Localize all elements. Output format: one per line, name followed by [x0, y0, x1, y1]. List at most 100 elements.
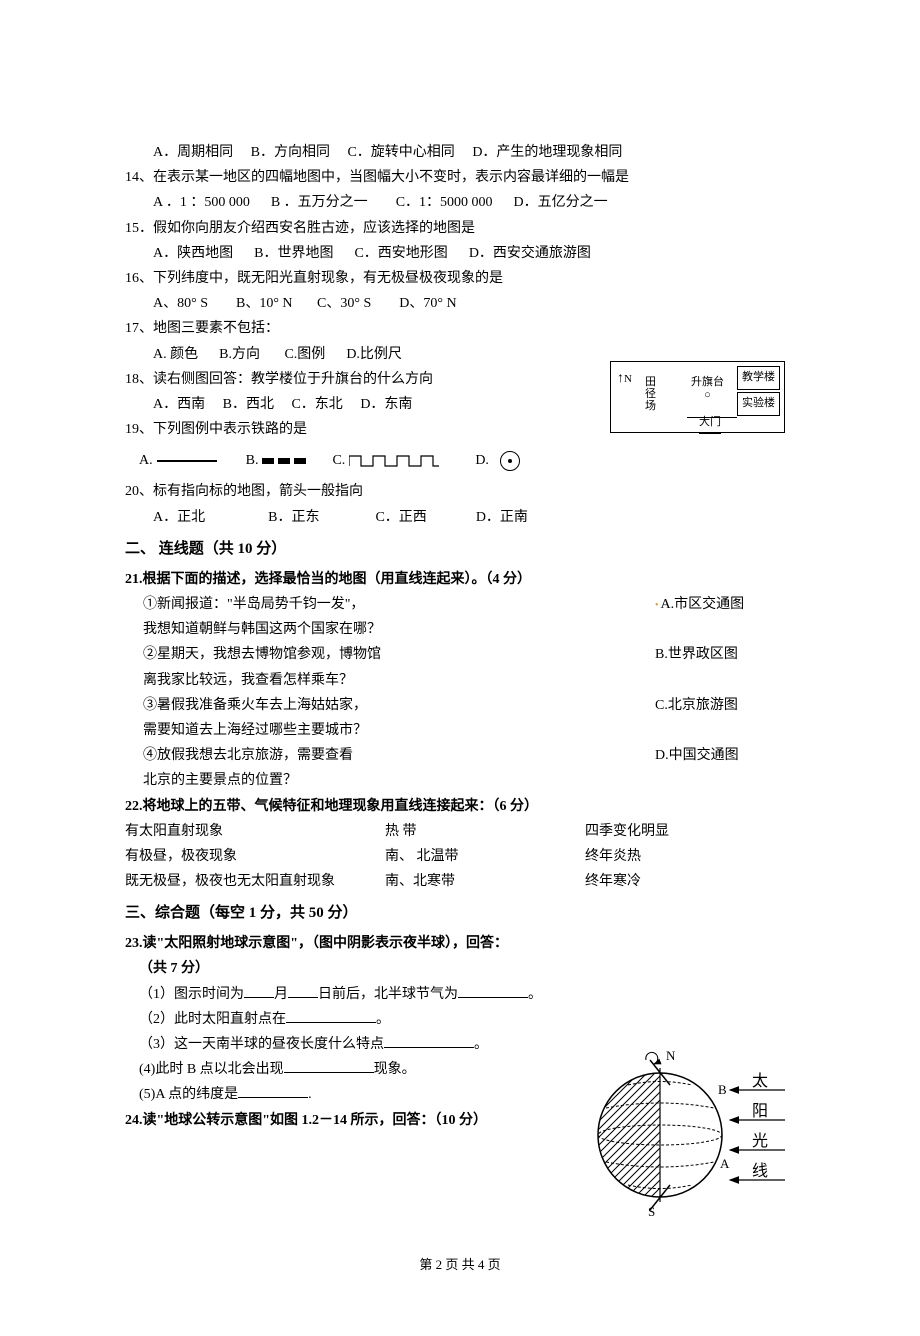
q23-sub2: （2）此时太阳直射点在。 [125, 1007, 795, 1032]
flag-label: 升旗台○ [691, 376, 724, 402]
page-footer: 第 2 页 共 4 页 [125, 1253, 795, 1276]
q22-stem: 22.将地球上的五带、气候特征和地理现象用直线连接起来：（6 分） [125, 794, 795, 819]
q21-item1-right: A.市区交通图 [661, 597, 745, 612]
sun-char-2: 阳 [752, 1102, 768, 1120]
q16-stem: 16、下列纬度中，既无阳光直射现象，有无极昼极夜现象的是 [125, 266, 795, 291]
q19-b-label: B. [246, 448, 259, 473]
q21-item3-left: ③暑假我准备乘火车去上海姑姑家， [143, 693, 523, 718]
q17-a: A. 颜色 [153, 347, 198, 362]
q19-d-label: D. [475, 448, 496, 473]
symbol-circle-dot [500, 451, 520, 471]
q16-a: A、80° S [153, 296, 208, 311]
q21-item4-left: ④放假我想去北京旅游，需要查看 [143, 743, 523, 768]
q22-r1c2: 热 带 [385, 819, 585, 844]
q22-row2: 有极昼，极夜现象 南、 北温带 终年炎热 [125, 844, 785, 869]
q21-item1: ①新闻报道："半岛局势千钧一发"， •A.市区交通图 [125, 592, 765, 617]
symbol-crenellated [349, 448, 439, 473]
school-map-diagram: ↑N 田径场 升旗台○ 教学楼 实验楼 大门 [610, 361, 785, 433]
q15-options: A．陕西地图 B．世界地图 C．西安地形图 D．西安交通旅游图 [125, 241, 795, 266]
q17-c: C.图例 [284, 347, 325, 362]
teach-building: 教学楼 [737, 366, 780, 390]
q13-b: B．方向相同 [251, 145, 330, 160]
lab-building: 实验楼 [737, 392, 780, 416]
q16-b: B、10° N [236, 296, 293, 311]
q22-r2c1: 有极昼，极夜现象 [125, 844, 385, 869]
q13-options: A．周期相同 B．方向相同 C．旋转中心相同 D．产生的地理现象相同 [125, 140, 795, 165]
q19-a-label: A. [139, 448, 153, 473]
earth-sun-diagram: N S B A 太 阳 光 线 [590, 1050, 790, 1229]
q21-item4-right: D.中国交通图 [655, 743, 765, 768]
south-pole-label: S [648, 1204, 655, 1219]
point-a-label: A [720, 1156, 730, 1171]
q20-stem: 20、标有指向标的地图，箭头一般指向 [125, 479, 795, 504]
q16-d: D、70° N [399, 296, 456, 311]
north-pole-label: N [666, 1050, 676, 1063]
q14-d: D．五亿分之一 [514, 195, 608, 210]
sun-char-3: 光 [752, 1132, 768, 1150]
blank-input[interactable] [286, 1007, 376, 1023]
q20-a: A．正北 [153, 510, 205, 525]
q21-item3-right: C.北京旅游图 [655, 693, 765, 718]
sun-char-1: 太 [752, 1072, 768, 1090]
point-b-label: B [718, 1082, 727, 1097]
q15-d: D．西安交通旅游图 [469, 246, 591, 261]
q14-c: C．1：5000 000 [396, 195, 493, 210]
q22-r3c3: 终年寒冷 [585, 869, 725, 894]
q23-stem: 23.读"太阳照射地球示意图"，（图中阴影表示夜半球），回答： [125, 931, 795, 956]
q16-options: A、80° S B、10° N C、30° S D、70° N [125, 291, 795, 316]
q21-item4: ④放假我想去北京旅游，需要查看 D.中国交通图 [125, 743, 765, 768]
q18-b: B．西北 [223, 397, 274, 412]
blank-input[interactable] [288, 982, 318, 998]
q20-options: A．正北 B．正东 C．正西 D．正南 [125, 505, 795, 530]
q22-r3c1: 既无极昼，极夜也无太阳直射现象 [125, 869, 385, 894]
q22-r2c3: 终年炎热 [585, 844, 725, 869]
gate-label: 大门 [699, 413, 721, 434]
q13-d: D．产生的地理现象相同 [472, 145, 622, 160]
q18-d: D．东南 [360, 397, 412, 412]
q17-d: D.比例尺 [346, 347, 402, 362]
q21-item2-right: B.世界政区图 [655, 642, 765, 667]
q14-stem: 14、在表示某一地区的四幅地图中，当图幅大小不变时，表示内容最详细的一幅是 [125, 165, 795, 190]
q20-b: B．正东 [268, 510, 319, 525]
q22-r2c2: 南、 北温带 [385, 844, 585, 869]
q18-a: A．西南 [153, 397, 205, 412]
q14-a: A ．1 ：500 000 [153, 195, 250, 210]
field-label: 田径场 [645, 376, 656, 412]
q21-item2-left: ②星期天，我想去博物馆参观，博物馆 [143, 642, 523, 667]
q19-options: A. B. C. D. [125, 448, 795, 473]
q20-c: C．正西 [375, 510, 426, 525]
q22-row3: 既无极昼，极夜也无太阳直射现象 南、北寒带 终年寒冷 [125, 869, 785, 894]
q22-r1c1: 有太阳直射现象 [125, 819, 385, 844]
q19-c-label: C. [332, 448, 345, 473]
q14-b: B ．五万分之一 [271, 195, 368, 210]
q21-item3-left2: 需要知道去上海经过哪些主要城市？ [143, 718, 523, 743]
q18-c: C．东北 [291, 397, 342, 412]
q23-points: （共 7 分） [125, 956, 795, 981]
q21-item4-left2: 北京的主要景点的位置？ [143, 768, 523, 793]
q15-stem: 15．假如你向朋友介绍西安名胜古迹，应该选择的地图是 [125, 216, 795, 241]
blank-input[interactable] [384, 1032, 474, 1048]
q21-item3: ③暑假我准备乘火车去上海姑姑家， C.北京旅游图 [125, 693, 765, 718]
q21-item1-left: ①新闻报道："半岛局势千钧一发"， [143, 592, 523, 617]
symbol-double-line [157, 460, 217, 462]
q22-r1c3: 四季变化明显 [585, 819, 725, 844]
q16-c: C、30° S [317, 296, 371, 311]
q14-options: A ．1 ：500 000 B ．五万分之一 C．1：5000 000 D．五亿… [125, 190, 795, 215]
blank-input[interactable] [244, 982, 274, 998]
q17-b: B.方向 [219, 347, 260, 362]
q15-a: A．陕西地图 [153, 246, 233, 261]
north-label: N [624, 373, 632, 385]
q21-item1-left2: 我想知道朝鲜与韩国这两个国家在哪？ [143, 617, 523, 642]
blank-input[interactable] [284, 1057, 374, 1073]
q17-stem: 17、地图三要素不包括： [125, 316, 795, 341]
section3-title: 三、综合题（每空 1 分，共 50 分） [125, 900, 795, 927]
q13-a: A．周期相同 [153, 145, 233, 160]
blank-input[interactable] [458, 982, 528, 998]
q21-item2-left2: 离我家比较远，我查看怎样乘车？ [143, 668, 523, 693]
q13-c: C．旋转中心相同 [347, 145, 454, 160]
q15-c: C．西安地形图 [354, 246, 447, 261]
blank-input[interactable] [238, 1082, 308, 1098]
symbol-dashed-blocks [262, 448, 310, 473]
q21-stem: 21.根据下面的描述，选择最恰当的地图（用直线连起来）。（4 分） [125, 567, 795, 592]
q22-r3c2: 南、北寒带 [385, 869, 585, 894]
